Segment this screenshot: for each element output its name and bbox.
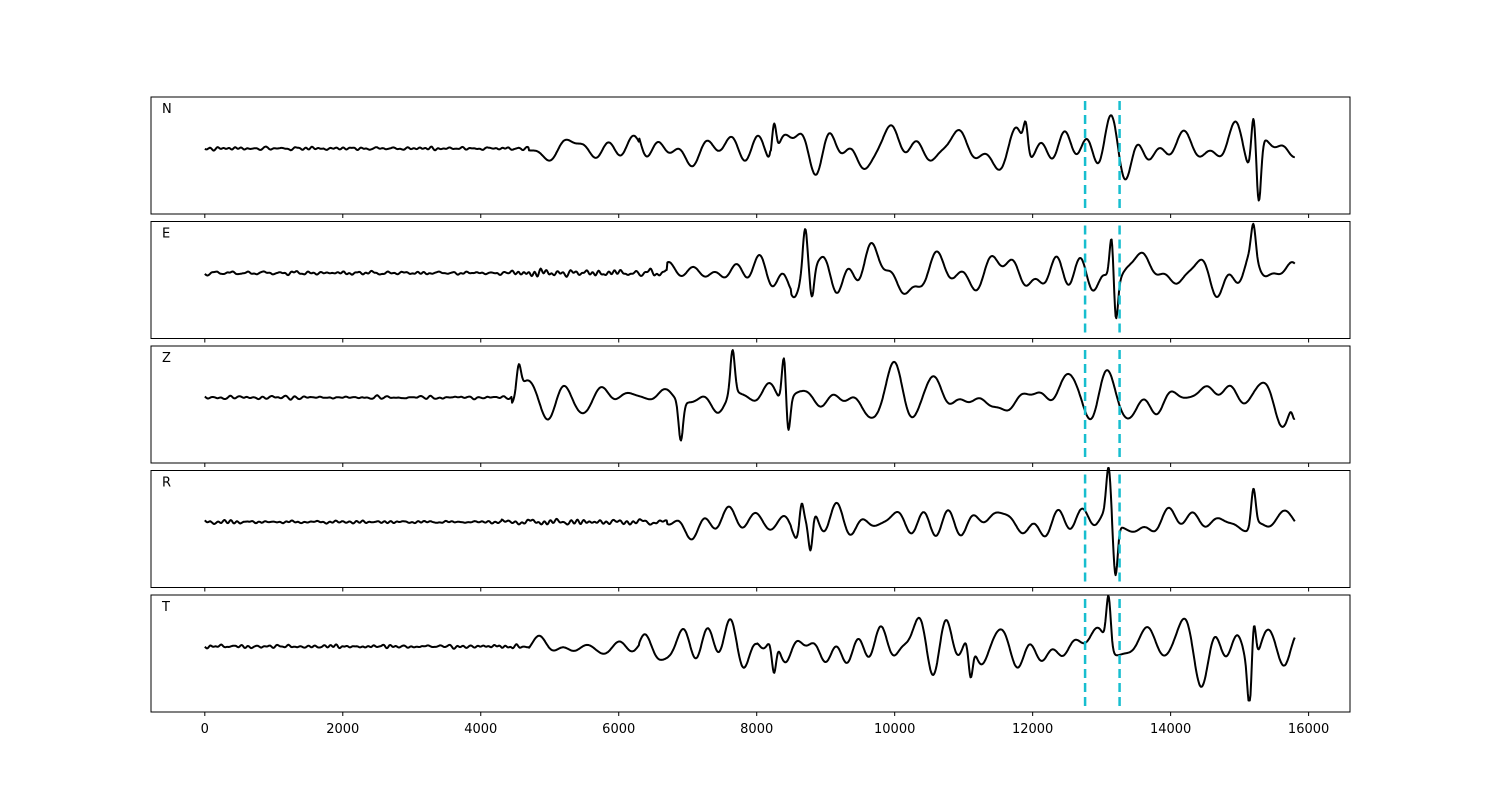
panel-r: R bbox=[150, 467, 1351, 592]
waveform-trace-e bbox=[204, 222, 1296, 320]
x-tick-label: 4000 bbox=[464, 722, 497, 737]
channel-label: R bbox=[162, 476, 171, 491]
x-axis: 0 2000 4000 6000 8000 10000 12000 14000 16000 bbox=[201, 722, 1330, 737]
channel-label: E bbox=[162, 227, 170, 242]
waveform-trace-n bbox=[204, 114, 1296, 202]
channel-label: Z bbox=[162, 351, 171, 366]
waveform-trace-r bbox=[204, 467, 1296, 577]
panel-t: T bbox=[150, 594, 1351, 716]
channel-label: N bbox=[162, 102, 172, 117]
x-tick-label: 14000 bbox=[1150, 722, 1191, 737]
x-tick-label: 16000 bbox=[1288, 722, 1329, 737]
x-tick-label: 2000 bbox=[326, 722, 359, 737]
waveform-trace-z bbox=[204, 349, 1296, 442]
panel-frame bbox=[150, 594, 1351, 713]
panel-frame bbox=[150, 345, 1351, 464]
panel-z: Z bbox=[150, 345, 1351, 467]
x-tick-label: 10000 bbox=[874, 722, 915, 737]
waveform-trace-t bbox=[204, 594, 1296, 702]
x-tick-label: 0 bbox=[201, 722, 209, 737]
channel-panels: N E Z R T bbox=[150, 96, 1351, 716]
panel-n: N bbox=[150, 96, 1351, 218]
panel-e: E bbox=[150, 221, 1351, 343]
x-tick-label: 8000 bbox=[740, 722, 773, 737]
panel-frame bbox=[150, 221, 1351, 339]
channel-label: T bbox=[161, 600, 170, 615]
x-tick-label: 12000 bbox=[1012, 722, 1053, 737]
x-tick-label: 6000 bbox=[602, 722, 635, 737]
panel-frame bbox=[150, 470, 1351, 588]
panel-frame bbox=[150, 96, 1351, 215]
